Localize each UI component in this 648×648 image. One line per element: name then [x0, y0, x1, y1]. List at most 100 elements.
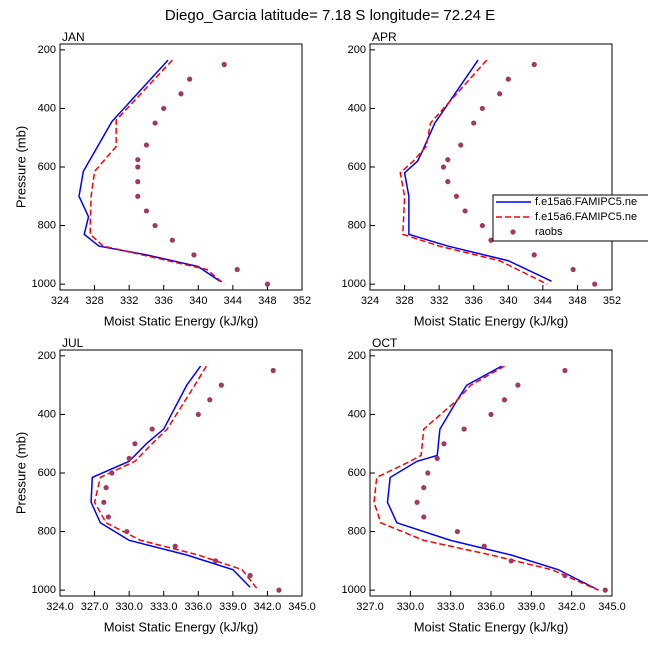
x-tick-label: 324 — [361, 295, 379, 307]
raob-point — [531, 61, 537, 68]
y-axis-label: Pressure (mb) — [13, 432, 28, 514]
x-tick-label: 336.0 — [477, 601, 505, 613]
raob-point — [434, 455, 440, 461]
panel-title: APR — [372, 30, 397, 44]
raob-point — [132, 441, 138, 447]
plot-frame — [59, 43, 303, 291]
raob-point — [105, 514, 111, 520]
raob-point — [143, 208, 150, 214]
y-tick-label: 400 — [38, 102, 56, 114]
y-tick-label: 600 — [348, 467, 366, 479]
raob-point — [462, 208, 468, 214]
raob-point — [515, 382, 521, 388]
x-tick-label: 352 — [293, 295, 311, 307]
x-tick-label: 336 — [155, 295, 173, 307]
raob-point — [471, 120, 477, 126]
raob-point — [161, 105, 167, 112]
raob-point — [135, 157, 141, 163]
y-tick-label: 1000 — [342, 584, 366, 596]
y-tick-label: 400 — [38, 408, 56, 420]
x-tick-label: 339.0 — [219, 601, 247, 613]
x-tick-label: 327.0 — [81, 601, 109, 613]
y-tick-label: 600 — [348, 161, 366, 173]
raob-point — [501, 397, 508, 403]
panel-title: OCT — [372, 336, 398, 350]
raob-point — [441, 441, 447, 447]
y-tick-label: 1000 — [32, 278, 56, 290]
y-tick-label: 800 — [348, 219, 366, 231]
x-tick-label: 340 — [189, 295, 207, 307]
raob-point — [505, 76, 511, 82]
x-tick-label: 330.0 — [397, 601, 425, 613]
raob-point — [270, 367, 276, 374]
x-tick-label: 344 — [224, 295, 242, 307]
raob-point — [454, 528, 460, 535]
x-tick-label: 327.0 — [356, 601, 384, 613]
raob-point — [488, 411, 494, 418]
x-tick-label: 342.0 — [558, 601, 586, 613]
x-tick-label: 328 — [85, 295, 103, 307]
raob-point — [124, 528, 130, 535]
y-tick-label: 200 — [38, 44, 56, 56]
raob-point — [103, 485, 109, 491]
raob-point — [212, 558, 219, 564]
raob-point — [264, 281, 271, 287]
x-tick-label: 348 — [258, 295, 276, 307]
y-tick-label: 800 — [38, 525, 56, 537]
raob-point — [218, 382, 224, 388]
raob-point — [414, 499, 420, 505]
x-tick-label: 348 — [568, 295, 586, 307]
raob-point — [479, 222, 485, 229]
profile-line — [399, 59, 548, 285]
raob-point — [149, 426, 155, 432]
raob-point — [453, 193, 460, 199]
x-tick-label: 333.0 — [437, 601, 465, 613]
raob-point — [187, 76, 193, 82]
x-axis-label: Moist Static Energy (kJ/kg) — [414, 313, 569, 328]
x-axis-label: Moist Static Energy (kJ/kg) — [104, 619, 259, 634]
raob-point — [461, 426, 467, 432]
x-tick-label: 324.0 — [46, 601, 74, 613]
raob-point — [531, 252, 537, 258]
raob-point — [152, 120, 158, 126]
profile-line — [90, 365, 251, 588]
raob-point — [135, 164, 141, 170]
raob-point — [109, 470, 115, 476]
raob-point — [570, 266, 576, 273]
x-tick-label: 342.0 — [254, 601, 282, 613]
profile-line — [93, 365, 259, 591]
legend-label: raobs — [535, 226, 563, 238]
raob-point — [135, 193, 141, 199]
y-tick-label: 800 — [38, 219, 56, 231]
raob-point — [276, 587, 282, 593]
y-tick-label: 200 — [348, 350, 366, 362]
plot-frame — [59, 349, 303, 597]
x-tick-label: 330.0 — [115, 601, 143, 613]
raob-point — [191, 252, 197, 258]
raob-point — [562, 367, 568, 374]
raob-point — [425, 470, 431, 476]
profile-line — [403, 59, 552, 282]
profile-line — [386, 365, 599, 591]
raob-point — [152, 222, 158, 229]
x-axis-label: Moist Static Energy (kJ/kg) — [414, 619, 569, 634]
panel-title: JUL — [62, 336, 84, 350]
x-tick-label: 345.0 — [288, 601, 316, 613]
chart-title: Diego_Garcia latitude= 7.18 S longitude=… — [165, 7, 495, 24]
raob-point — [247, 572, 253, 579]
y-tick-label: 800 — [348, 525, 366, 537]
x-tick-label: 328 — [395, 295, 413, 307]
x-tick-label: 332 — [120, 295, 138, 307]
raob-point — [172, 543, 178, 549]
x-tick-label: 352 — [603, 295, 621, 307]
raob-point — [195, 411, 201, 418]
raob-point — [440, 164, 447, 170]
panel-title: JAN — [62, 30, 85, 44]
raob-point — [458, 142, 464, 148]
raob-point — [421, 485, 427, 491]
y-tick-label: 200 — [348, 44, 366, 56]
legend-marker — [510, 229, 516, 235]
y-tick-label: 600 — [38, 467, 56, 479]
y-tick-label: 1000 — [32, 584, 56, 596]
